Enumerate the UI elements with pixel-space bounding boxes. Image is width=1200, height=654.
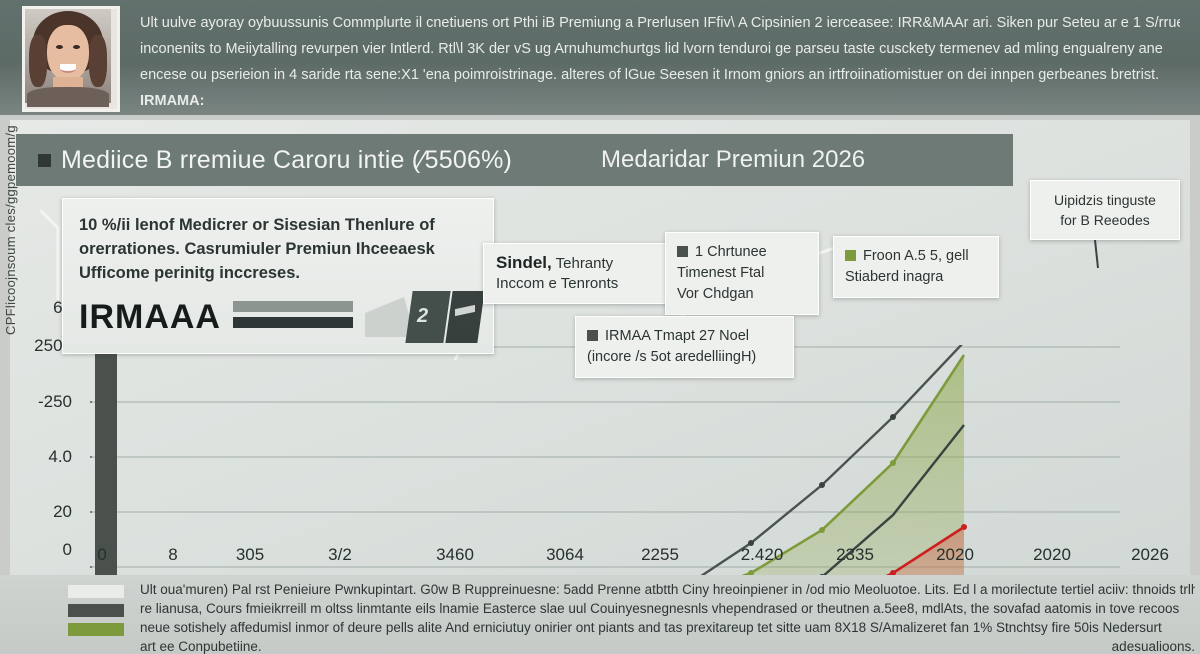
- callout-irmaa-note-line-1: IRMAA Tmapt 27 Noel: [605, 328, 749, 344]
- footer-line-2: re lianusa, Cours fmieikrreill m oltss l…: [140, 601, 1180, 616]
- x-tick-10: 2020: [1033, 545, 1071, 564]
- callout-irmaa-line-2: orerrationes. Casrumiuler Premiun Ihceea…: [79, 240, 435, 258]
- footer-last-left: art ee Conpubetiine.: [140, 639, 262, 654]
- callout-dark-line-2: Timenest Ftal: [677, 265, 765, 281]
- callout-irmaa-headline: IRMAAA: [79, 297, 221, 336]
- callout-irmaa-note-line-2: (incore /s 5ot aredelliingH): [587, 349, 757, 365]
- header-paragraph: Ult uulve ayoray oybuussunis Commplurte …: [140, 10, 1180, 114]
- footer-band: Ult oua'muren) Pal rst Penieiure Pwnkupi…: [0, 575, 1200, 654]
- legend-swatch-1: [68, 604, 124, 617]
- callout-single-rest: Tehranty: [551, 255, 614, 272]
- callout-irmaa-main[interactable]: 10 %/ii lenof Medicrer or Sisesian Thenl…: [62, 198, 494, 354]
- avatar: [22, 6, 120, 112]
- y-tick-1: 20: [53, 502, 72, 521]
- x-tick-3: 3/2: [328, 545, 352, 564]
- x-tick-1: 8: [168, 545, 178, 564]
- callout-single-bold: Sindel,: [496, 253, 552, 272]
- chart-title-bar: Mediice B rremiue Caroru intie (⁄5506%) …: [16, 134, 1013, 186]
- callout-dark-series[interactable]: 1 Chrtunee Timenest Ftal Vor Chdgan: [665, 232, 819, 315]
- footer-last-right: adesualioons.: [1111, 639, 1195, 654]
- x-tick-11: 2026: [1131, 545, 1169, 564]
- x-tick-0: 0: [97, 545, 107, 564]
- callout-chevron-graphic: 2: [364, 291, 485, 343]
- callout-single-income[interactable]: Sindel, Tehranty Inccom e Tenronts: [483, 243, 679, 304]
- callout-single-line-2: Inccom e Tenronts: [496, 275, 619, 292]
- callout-top-line-1: Uipidzis tinguste: [1054, 192, 1156, 208]
- footer-legend: [68, 585, 124, 642]
- y-tick-0: 0: [62, 540, 72, 559]
- x-tick-6: 2255: [641, 545, 679, 564]
- callout-bar-graphic: [232, 301, 353, 333]
- callout-green-line-2: Stiaberd inagra: [845, 269, 944, 285]
- callout-irmaa-line-1: 10 %/ii lenof Medicrer or Sisesian Thenl…: [79, 216, 435, 234]
- x-tick-9: 2020: [936, 545, 974, 564]
- header-line-1: Ult uulve ayoray oybuussunis Commplurte …: [140, 15, 1180, 31]
- x-tick-4: 3460: [436, 545, 474, 564]
- x-tick-5: 3064: [546, 545, 584, 564]
- legend-swatch-2: [68, 623, 124, 636]
- chart-title-left: Mediice B rremiue Caroru intie (⁄5506%): [61, 145, 513, 174]
- portrait-illustration: [25, 9, 111, 107]
- x-tick-8: 2335: [836, 545, 874, 564]
- x-tick-2: 305: [235, 545, 265, 564]
- legend-swatch-0: [68, 585, 124, 598]
- green-swatch-icon: [845, 250, 856, 261]
- callout-top-right[interactable]: Uipidzis tinguste for B Reeodes: [1030, 180, 1180, 240]
- chart-title-right: Medaridar Premiun 2026: [601, 146, 866, 173]
- y-tick-2: 4.0: [48, 447, 72, 466]
- footer-line-3: neue sotishely affedumisl inmor of deure…: [140, 620, 1162, 635]
- irmaa-swatch-icon: [587, 330, 598, 341]
- header-line-4: IRMAMA:: [140, 93, 205, 109]
- x-tick-7: 2.420: [740, 545, 784, 564]
- callout-top-line-2: for B Reeodes: [1060, 212, 1150, 228]
- header-band: Ult uulve ayoray oybuussunis Commplurte …: [0, 0, 1200, 115]
- header-line-3: encese ou pserieion in 4 saride rta sene…: [140, 67, 1160, 83]
- footer-paragraph: Ult oua'muren) Pal rst Penieiure Pwnkupi…: [140, 580, 1195, 654]
- callout-dark-line-1: 1 Chrtunee: [695, 244, 767, 260]
- footer-line-1: Ult oua'muren) Pal rst Penieiure Pwnkupi…: [140, 582, 1195, 597]
- callout-irmaa-line-3: Ufficome perinitg inccreses.: [79, 264, 300, 282]
- dark-swatch-icon: [677, 246, 688, 257]
- callout-green-line-1: Froon A.5 5, gell: [863, 248, 969, 264]
- callout-green-series[interactable]: Froon A.5 5, gell Stiaberd inagra: [833, 236, 999, 298]
- y-tick-3: -250: [37, 392, 72, 411]
- callout-dark-line-3: Vor Chdgan: [677, 286, 754, 302]
- x-axis-tick-labels: 0 8 305 3/2 3460 3064 2255 2.420 2335 20…: [0, 545, 1200, 575]
- title-square-icon: [38, 153, 51, 167]
- header-line-2: inconenits to Meiiytalling revurpen vier…: [140, 41, 1163, 57]
- callout-irmaa-note[interactable]: IRMAA Tmapt 27 Noel (incore /s 5ot arede…: [575, 316, 794, 378]
